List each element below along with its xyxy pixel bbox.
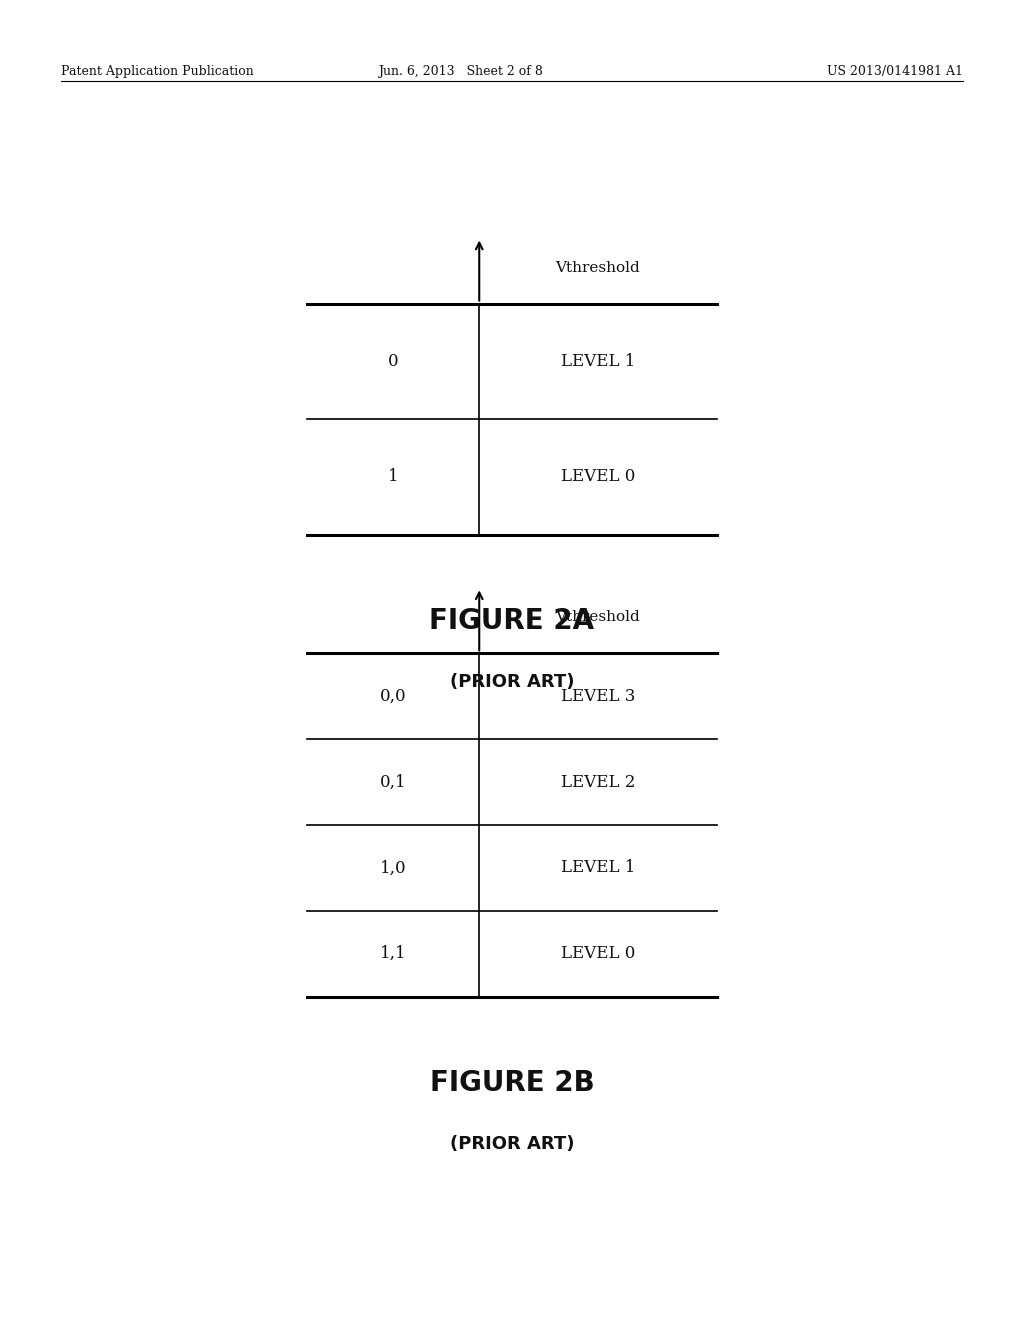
Text: Patent Application Publication: Patent Application Publication <box>61 65 254 78</box>
Text: LEVEL 1: LEVEL 1 <box>561 859 635 876</box>
Text: (PRIOR ART): (PRIOR ART) <box>450 673 574 692</box>
Text: 1,0: 1,0 <box>380 859 407 876</box>
Text: FIGURE 2B: FIGURE 2B <box>430 1069 594 1097</box>
Text: 0: 0 <box>388 352 398 370</box>
Text: Jun. 6, 2013   Sheet 2 of 8: Jun. 6, 2013 Sheet 2 of 8 <box>378 65 544 78</box>
Text: 0,1: 0,1 <box>380 774 407 791</box>
Text: FIGURE 2A: FIGURE 2A <box>429 607 595 635</box>
Text: Vthreshold: Vthreshold <box>556 610 640 624</box>
Text: LEVEL 0: LEVEL 0 <box>561 945 635 962</box>
Text: 1: 1 <box>388 469 398 486</box>
Text: LEVEL 3: LEVEL 3 <box>561 688 635 705</box>
Text: Vthreshold: Vthreshold <box>556 260 640 275</box>
Text: LEVEL 1: LEVEL 1 <box>561 352 635 370</box>
Text: 1,1: 1,1 <box>380 945 407 962</box>
Text: LEVEL 2: LEVEL 2 <box>561 774 635 791</box>
Text: (PRIOR ART): (PRIOR ART) <box>450 1135 574 1154</box>
Text: US 2013/0141981 A1: US 2013/0141981 A1 <box>826 65 963 78</box>
Text: 0,0: 0,0 <box>380 688 407 705</box>
Text: LEVEL 0: LEVEL 0 <box>561 469 635 486</box>
